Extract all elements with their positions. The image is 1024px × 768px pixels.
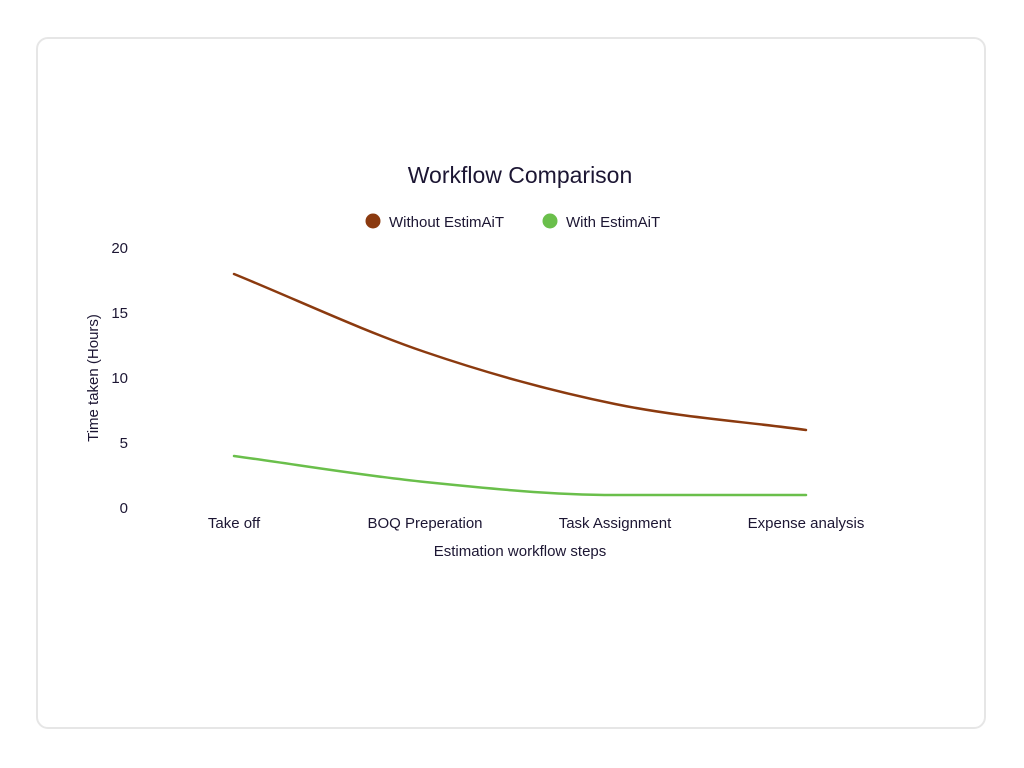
y-tick-label: 10 [111, 370, 128, 387]
legend-item-without-estimait[interactable]: Without EstimAiT [365, 213, 505, 232]
x-tick-label: BOQ Preperation [367, 515, 482, 532]
y-axis-title: Time taken (Hours) [85, 314, 102, 442]
legend-marker [542, 213, 558, 229]
x-axis-ticks: Take off BOQ Preperation Task Assignment Ex… [208, 515, 865, 532]
legend-label: With EstimAiT [566, 214, 660, 231]
chart-title: Workflow Comparison [408, 162, 633, 188]
x-axis-title: Estimation workflow steps [434, 543, 607, 560]
legend-marker [365, 213, 381, 229]
legend-label: Without EstimAiT [389, 214, 504, 231]
x-tick-label: Expense analysis [748, 515, 865, 532]
x-tick-label: Take off [208, 515, 261, 532]
y-tick-label: 15 [111, 305, 128, 322]
y-tick-label: 20 [111, 240, 128, 257]
y-tick-label: 5 [120, 435, 128, 452]
legend-item-with-estimait[interactable]: With EstimAiT [542, 213, 661, 232]
legend: Without EstimAiT With EstimAiT [365, 213, 661, 232]
series-lines [232, 272, 808, 497]
y-tick-label: 0 [120, 500, 128, 517]
x-tick-label: Task Assignment [559, 515, 672, 532]
y-axis-ticks: 0 5 10 15 20 [111, 240, 128, 517]
series-line-without-estimait [232, 272, 808, 432]
series-line-with-estimait [232, 454, 808, 497]
chart-card [36, 37, 986, 729]
